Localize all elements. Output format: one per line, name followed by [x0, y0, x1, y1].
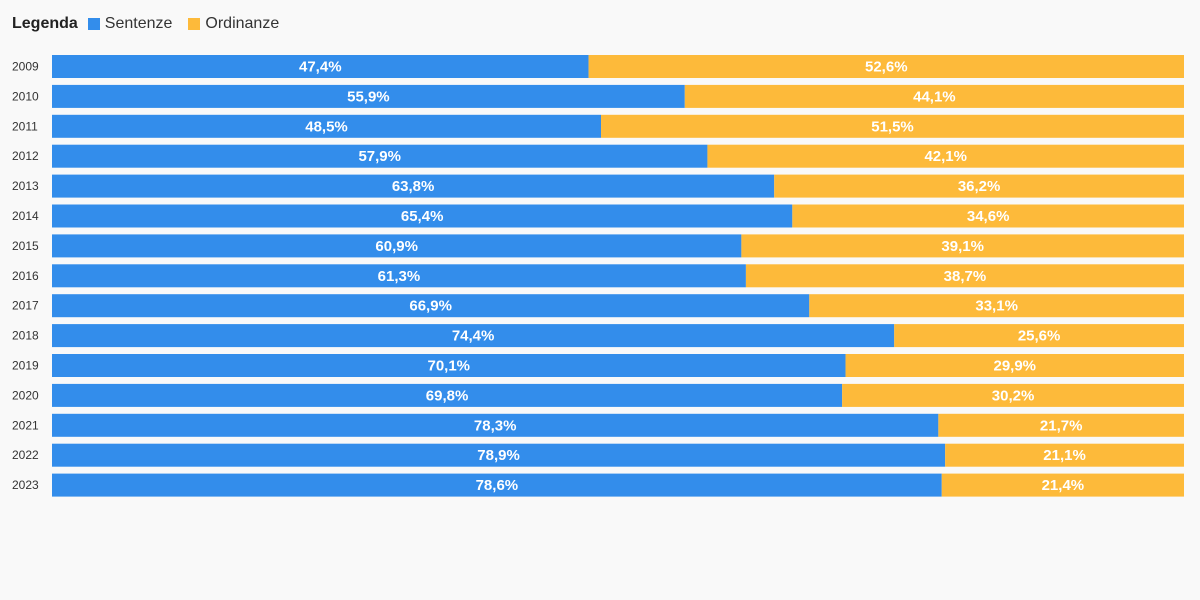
bar-value-label: 70,1%: [427, 358, 470, 375]
bar-ordinanze-2011[interactable]: [601, 114, 1184, 138]
bar-value-label: 44,1%: [913, 88, 956, 105]
bar-ordinanze-2020[interactable]: [842, 383, 1184, 407]
bar-ordinanze-2022[interactable]: [945, 443, 1184, 467]
bar-value-label: 25,6%: [1018, 328, 1061, 345]
bar-sentenze-2010[interactable]: [52, 84, 685, 108]
bar-sentenze-2016[interactable]: [52, 264, 746, 288]
bar-value-label: 48,5%: [305, 118, 348, 135]
bar-value-label: 38,7%: [944, 268, 987, 285]
bar-sentenze-2017[interactable]: [52, 294, 810, 318]
bar-value-label: 21,7%: [1040, 417, 1083, 434]
bar-value-label: 52,6%: [865, 59, 908, 76]
year-label: 2013: [12, 179, 39, 193]
legend-swatch-sentenze: [87, 18, 100, 30]
year-label: 2022: [12, 448, 39, 462]
year-label: 2014: [12, 209, 39, 223]
bar-value-label: 60,9%: [375, 238, 418, 255]
bar-value-label: 69,8%: [426, 387, 469, 404]
bar-sentenze-2019[interactable]: [52, 354, 846, 377]
bar-ordinanze-2012[interactable]: [707, 144, 1184, 168]
bar-ordinanze-2014[interactable]: [792, 204, 1184, 228]
year-label: 2019: [12, 359, 39, 373]
bar-value-label: 47,4%: [299, 59, 342, 76]
bar-sentenze-2021[interactable]: [52, 413, 939, 437]
bar-ordinanze-2016[interactable]: [745, 264, 1184, 288]
bar-value-label: 29,9%: [993, 358, 1036, 375]
bar-row-2018: 2018 74,4% 25,6%: [12, 324, 1184, 348]
bar-row-2010: 2010 55,9% 44,1%: [12, 84, 1184, 108]
bar-value-label: 39,1%: [941, 238, 984, 255]
bar-sentenze-2012[interactable]: [52, 144, 708, 168]
bar-row-2014: 2014 65,4% 34,6%: [12, 204, 1184, 228]
bar-value-label: 61,3%: [378, 268, 421, 285]
year-label: 2011: [12, 119, 38, 133]
bar-ordinanze-2019[interactable]: [845, 354, 1184, 377]
bar-sentenze-2011[interactable]: [52, 114, 602, 138]
bar-row-2019: 2019 70,1% 29,9%: [12, 354, 1184, 377]
bar-row-2009: 2009 47,4% 52,6%: [12, 55, 1184, 78]
bar-ordinanze-2010[interactable]: [684, 84, 1184, 108]
year-label: 2009: [12, 60, 39, 74]
bar-row-2013: 2013 63,8% 36,2%: [12, 174, 1184, 198]
bar-ordinanze-2021[interactable]: [938, 413, 1184, 437]
bar-value-label: 42,1%: [924, 148, 967, 165]
bar-row-2017: 2017 66,9% 33,1%: [12, 294, 1184, 318]
bar-value-label: 36,2%: [958, 178, 1001, 195]
bar-value-label: 30,2%: [992, 387, 1035, 404]
bar-ordinanze-2015[interactable]: [741, 234, 1184, 258]
legend-item-ordinanze[interactable]: Ordinanze: [188, 15, 279, 33]
legend-label-ordinanze: Ordinanze: [205, 15, 280, 32]
bar-sentenze-2018[interactable]: [52, 324, 895, 348]
bar-sentenze-2013[interactable]: [52, 174, 775, 198]
bar-row-2016: 2016 61,3% 38,7%: [12, 264, 1184, 288]
bar-value-label: 63,8%: [392, 178, 435, 195]
year-label: 2015: [12, 239, 39, 253]
bar-value-label: 66,9%: [409, 298, 452, 315]
bar-value-label: 78,9%: [477, 447, 520, 464]
bar-value-label: 51,5%: [871, 118, 914, 135]
bar-row-2012: 2012 57,9% 42,1%: [12, 144, 1184, 168]
bar-value-label: 65,4%: [401, 208, 444, 225]
bar-row-2021: 2021 78,3% 21,7%: [12, 413, 1184, 437]
year-label: 2023: [12, 478, 39, 492]
bar-value-label: 74,4%: [452, 328, 495, 345]
legend-item-sentenze[interactable]: Sentenze: [87, 15, 173, 33]
bar-value-label: 34,6%: [967, 208, 1010, 225]
bar-value-label: 21,1%: [1043, 447, 1086, 464]
bar-sentenze-2015[interactable]: [52, 234, 742, 258]
year-label: 2020: [12, 388, 39, 402]
bar-row-2022: 2022 78,9% 21,1%: [12, 443, 1184, 467]
bar-ordinanze-2023[interactable]: [941, 473, 1184, 497]
bar-value-label: 78,6%: [476, 477, 519, 494]
year-label: 2010: [12, 89, 39, 103]
bar-sentenze-2022[interactable]: [52, 443, 946, 467]
bar-value-label: 57,9%: [358, 148, 401, 165]
bar-sentenze-2014[interactable]: [52, 204, 793, 228]
bar-ordinanze-2009[interactable]: [588, 55, 1184, 78]
legend-title: Legenda: [12, 15, 78, 32]
bar-value-label: 33,1%: [975, 298, 1018, 315]
bar-row-2011: 2011 48,5% 51,5%: [12, 114, 1184, 138]
bar-ordinanze-2013[interactable]: [774, 174, 1184, 198]
bar-value-label: 55,9%: [347, 88, 390, 105]
year-label: 2018: [12, 329, 39, 343]
bar-sentenze-2009[interactable]: [52, 55, 589, 78]
legend-label-sentenze: Sentenze: [104, 15, 173, 32]
bar-value-label: 78,3%: [474, 417, 517, 434]
bar-value-label: 21,4%: [1042, 477, 1085, 494]
year-label: 2016: [12, 269, 39, 283]
bar-row-2015: 2015 60,9% 39,1%: [12, 234, 1184, 258]
bar-row-2020: 2020 69,8% 30,2%: [12, 383, 1184, 407]
bar-row-2023: 2023 78,6% 21,4%: [12, 473, 1184, 497]
year-label: 2021: [12, 418, 39, 432]
year-label: 2012: [12, 149, 39, 163]
bar-ordinanze-2018[interactable]: [894, 324, 1184, 348]
legend: Legenda Sentenze Ordinanze: [12, 14, 295, 34]
bar-sentenze-2023[interactable]: [52, 473, 942, 497]
legend-swatch-ordinanze: [188, 18, 201, 30]
bar-sentenze-2020[interactable]: [52, 383, 843, 407]
bar-ordinanze-2017[interactable]: [809, 294, 1184, 318]
year-label: 2017: [12, 299, 39, 313]
